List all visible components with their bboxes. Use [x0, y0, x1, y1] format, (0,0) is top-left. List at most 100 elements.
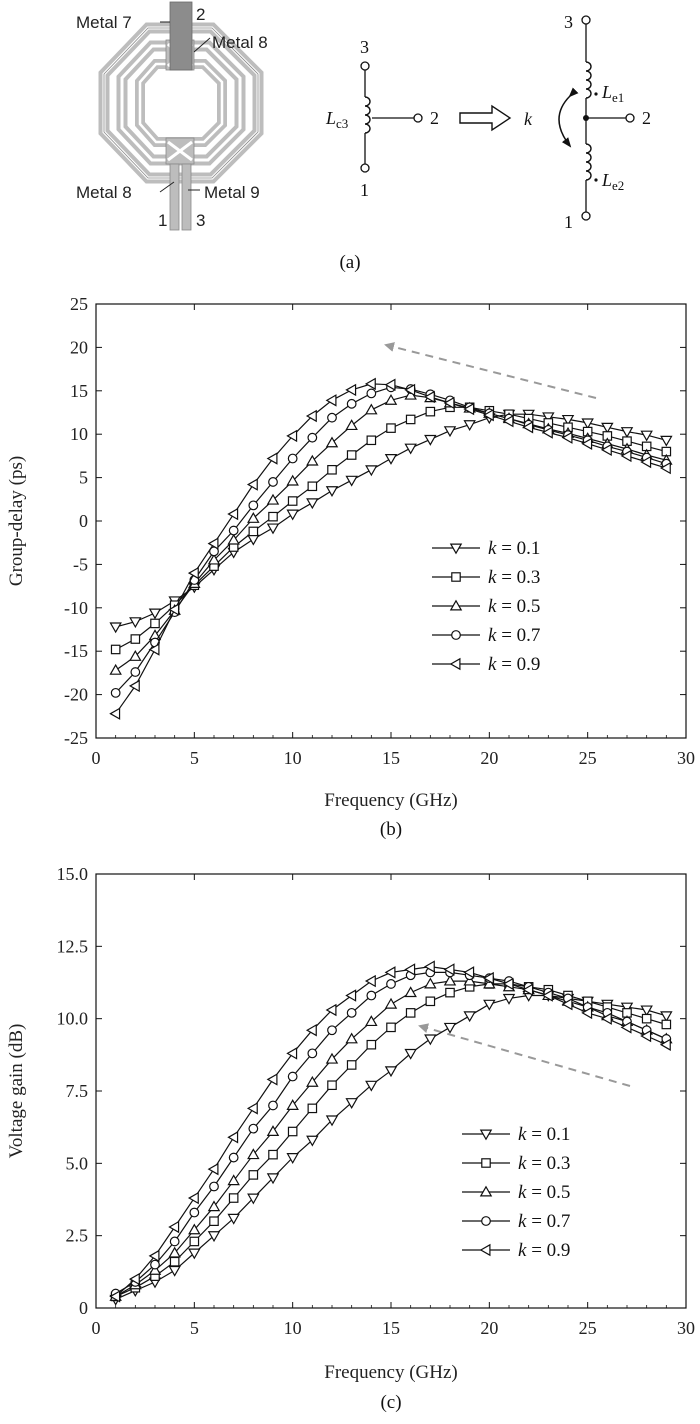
gd-xtick-label: 0 — [92, 748, 101, 768]
gd-data-point — [207, 553, 221, 565]
gd-data-point — [110, 644, 121, 655]
gd-series-4 — [109, 377, 671, 720]
vg-data-point — [168, 1220, 180, 1234]
vg-data-point — [581, 1006, 593, 1020]
vg-series-0 — [109, 991, 673, 1306]
gd-ytick-label: 10 — [70, 424, 88, 444]
gd-data-point — [268, 511, 278, 522]
gd-data-point — [659, 461, 671, 475]
vg-data-point — [169, 1236, 180, 1247]
vg-ytick-label: 0 — [79, 1298, 88, 1318]
gd-data-point — [128, 679, 140, 693]
vg-data-point — [150, 1259, 160, 1270]
gd-data-point — [286, 429, 298, 443]
vg-xtick-label: 25 — [579, 1318, 597, 1338]
lead-port3 — [181, 163, 192, 231]
gd-data-point — [463, 402, 475, 416]
vg-data-point — [641, 1013, 652, 1024]
gd-trend-arrow — [384, 342, 597, 399]
gd-data-point — [386, 423, 396, 433]
vg-data-point — [600, 1012, 612, 1025]
gd-data-point — [366, 388, 377, 399]
transform-arrow — [459, 104, 512, 132]
vg-y-axis-label: Voltage gain (dB) — [6, 1024, 27, 1159]
gd-y-axis-label: Group-delay (ps) — [6, 456, 27, 586]
circuit-right-node3: 3 — [564, 12, 573, 32]
vg-data-point — [640, 1005, 653, 1017]
metal7-lead — [169, 1, 193, 71]
vg-ytick-label: 2.5 — [66, 1226, 89, 1246]
vg-data-point — [443, 974, 457, 986]
gd-ytick-label: -25 — [64, 728, 88, 748]
gd-data-point — [130, 667, 141, 677]
gd-data-point — [620, 427, 634, 439]
gd-data-point — [266, 523, 280, 535]
vg-legend-marker — [479, 1243, 491, 1257]
gd-data-point — [247, 511, 260, 523]
vg-xtick-label: 5 — [190, 1318, 199, 1338]
gd-data-point — [365, 403, 378, 415]
vg-data-point — [366, 1039, 377, 1050]
gd-data-point — [581, 418, 594, 430]
vg-data-point — [405, 1008, 416, 1018]
gd-data-point — [660, 435, 673, 447]
label-port2-layout: 2 — [196, 5, 205, 24]
vg-data-point — [209, 1216, 219, 1226]
vg-x-axis-label: Frequency (GHz) — [324, 1362, 457, 1383]
gd-x-axis-label: Frequency (GHz) — [324, 790, 457, 811]
gd-data-point — [640, 430, 653, 442]
gd-plot-frame — [95, 303, 687, 739]
gd-ytick-label: 5 — [79, 468, 88, 488]
vg-data-point — [306, 1075, 319, 1087]
vg-data-point — [541, 989, 553, 1002]
vg-series-line — [115, 994, 667, 1300]
vg-data-point — [325, 1003, 337, 1017]
vg-data-point — [463, 966, 475, 979]
gd-xtick-label: 30 — [677, 748, 695, 768]
gd-data-point — [423, 390, 435, 404]
chart-group-delay: 0 5 10 15 20 25 30 -25 -20 -15 -10 -5 0 5 10 15 20 25 Freq… — [6, 294, 695, 840]
gd-data-point — [404, 443, 417, 455]
gd-ytick-label: -15 — [64, 641, 88, 661]
vg-data-point — [346, 1060, 357, 1070]
gd-data-point — [207, 537, 219, 550]
vg-caption: (c) — [380, 1392, 401, 1413]
gd-data-point — [325, 394, 337, 407]
vg-data-point — [561, 997, 573, 1011]
gd-ytick-label: -5 — [73, 554, 88, 574]
vg-data-point — [188, 1223, 201, 1235]
gd-legend-label: k = 0.9 — [488, 654, 540, 675]
gd-data-point — [327, 464, 337, 475]
gd-data-point — [109, 663, 122, 675]
vg-legend-marker — [479, 1129, 493, 1141]
vg-data-point — [445, 987, 455, 998]
gd-ytick-label: 15 — [70, 381, 88, 401]
vg-data-point — [443, 1022, 457, 1034]
layout-inner-turn — [135, 59, 227, 147]
vg-data-point — [227, 1174, 240, 1186]
vg-data-point — [168, 1246, 181, 1258]
vg-data-point — [207, 1162, 219, 1176]
gd-data-point — [345, 475, 358, 487]
vg-data-point — [188, 1248, 201, 1260]
gd-data-point — [148, 608, 162, 620]
gd-data-point — [129, 617, 142, 629]
vg-series-4 — [109, 960, 671, 1303]
vg-plot-frame — [95, 873, 687, 1309]
vg-data-point — [266, 1073, 278, 1086]
chart-voltage-gain: 0 5 10 15 20 25 30 0 2.5 5.0 7.5 10.0 12.5 15.0 Freque… — [6, 864, 695, 1413]
vg-data-point — [287, 1126, 298, 1137]
gd-data-point — [227, 533, 240, 545]
vg-data-point — [187, 1191, 199, 1205]
gd-data-point — [541, 426, 553, 439]
gd-data-point — [327, 412, 337, 423]
circuit-single-inductor: 3 1 2 Lc3 — [325, 37, 439, 200]
gd-data-point — [109, 622, 122, 634]
gd-legend-marker — [451, 572, 461, 582]
gd-data-point — [346, 398, 357, 409]
gd-legend-label: k = 0.1 — [488, 538, 540, 559]
gd-data-point — [168, 603, 180, 616]
vg-data-point — [148, 1249, 160, 1263]
vg-data-point — [404, 1048, 417, 1060]
vg-data-point — [128, 1272, 140, 1286]
